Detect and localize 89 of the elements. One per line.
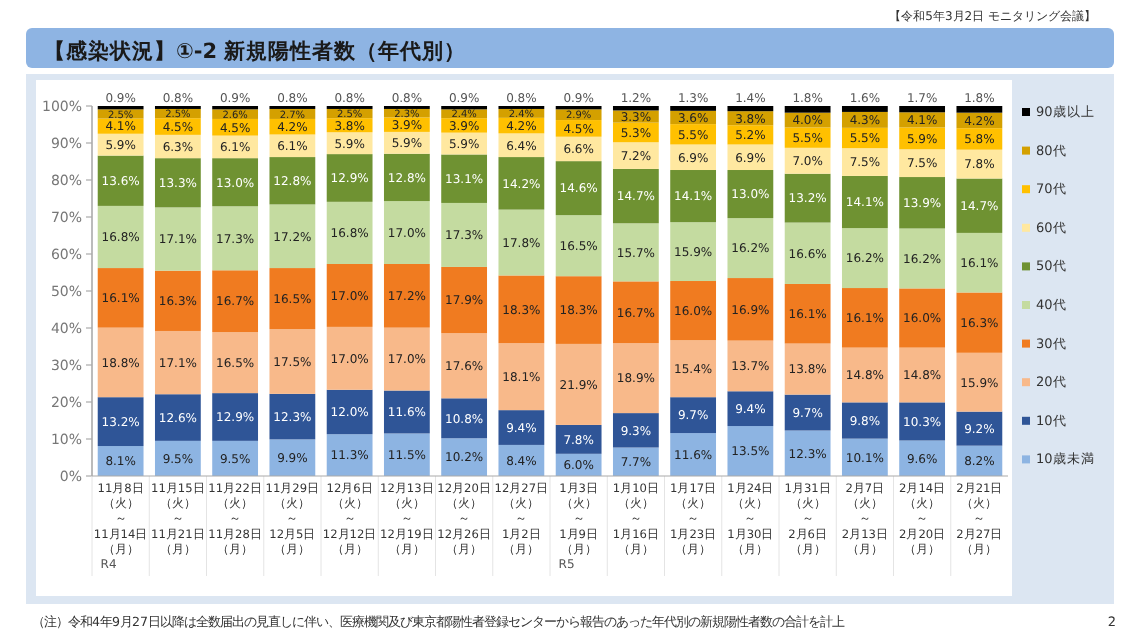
- bar: [498, 275, 545, 344]
- bar: [97, 205, 144, 269]
- bar: [727, 106, 774, 112]
- bar: [956, 178, 1003, 233]
- bar: [899, 347, 946, 403]
- bar: [441, 333, 488, 399]
- bar: [670, 281, 717, 341]
- bar: [441, 266, 488, 334]
- chart-title: 【感染状況】①-2 新規陽性者数（年代別）: [44, 38, 467, 64]
- bar: [841, 228, 888, 289]
- bar: [727, 426, 774, 476]
- bar: [784, 283, 831, 344]
- bar: [612, 281, 659, 344]
- bar: [841, 288, 888, 348]
- bar: [269, 204, 316, 269]
- bar: [212, 270, 259, 333]
- bar: [899, 106, 946, 113]
- bar: [383, 201, 430, 264]
- bar: [727, 391, 774, 427]
- bar: [956, 352, 1003, 412]
- bar: [784, 343, 831, 395]
- bar: [899, 228, 946, 289]
- bar: [212, 332, 259, 394]
- bar: [956, 411, 1003, 446]
- bar: [154, 270, 201, 331]
- bar: [956, 106, 1003, 113]
- bar: [727, 218, 774, 279]
- bar: [727, 340, 774, 392]
- bar: [154, 158, 201, 208]
- bar: [612, 343, 659, 414]
- bar: [784, 173, 831, 223]
- bar: [269, 329, 316, 394]
- bar: [97, 327, 144, 398]
- bar: [670, 397, 717, 434]
- bar: [441, 202, 488, 267]
- bar: [727, 170, 774, 219]
- bar: [899, 149, 946, 178]
- bar: [212, 393, 259, 441]
- bar: [326, 201, 373, 264]
- bar: [212, 206, 259, 271]
- bar: [97, 268, 144, 328]
- bar: [154, 330, 201, 395]
- bar: [498, 410, 545, 445]
- bar: [383, 153, 430, 202]
- bar: [326, 326, 373, 390]
- bar: [326, 389, 373, 435]
- bar: [326, 263, 373, 327]
- bar: [899, 177, 946, 229]
- bar: [269, 157, 316, 205]
- bar: [670, 170, 717, 223]
- bar: [956, 292, 1003, 353]
- bar: [841, 175, 888, 229]
- bar: [841, 402, 888, 439]
- bar: [269, 393, 316, 440]
- bar: [784, 106, 831, 113]
- bar: [784, 430, 831, 476]
- bar: [555, 215, 602, 277]
- bar: [727, 278, 774, 341]
- bar: [841, 347, 888, 403]
- bar: [612, 142, 659, 169]
- bar: [498, 209, 545, 276]
- bar: [670, 433, 717, 476]
- bar: [841, 106, 888, 112]
- bar: [612, 223, 659, 282]
- bar: [154, 207, 201, 271]
- bar: [555, 161, 602, 216]
- bar: [555, 276, 602, 344]
- bar: [841, 148, 888, 176]
- bar: [326, 154, 373, 202]
- bar: [555, 343, 602, 425]
- bar: [612, 413, 659, 448]
- bar: [670, 340, 717, 398]
- bar: [784, 222, 831, 284]
- bar: [212, 158, 259, 207]
- bar: [956, 232, 1003, 293]
- bar: [154, 394, 201, 441]
- bar: [383, 327, 430, 391]
- bar: [498, 343, 545, 411]
- bar: [441, 154, 488, 203]
- bar: [97, 155, 144, 206]
- bar: [498, 157, 545, 210]
- bar: [269, 268, 316, 330]
- bar: [383, 263, 430, 328]
- bar: [441, 398, 488, 439]
- bar: [612, 168, 659, 224]
- bar: [97, 397, 144, 447]
- bar: [899, 288, 946, 348]
- bar: [383, 433, 430, 476]
- bar: [670, 222, 717, 282]
